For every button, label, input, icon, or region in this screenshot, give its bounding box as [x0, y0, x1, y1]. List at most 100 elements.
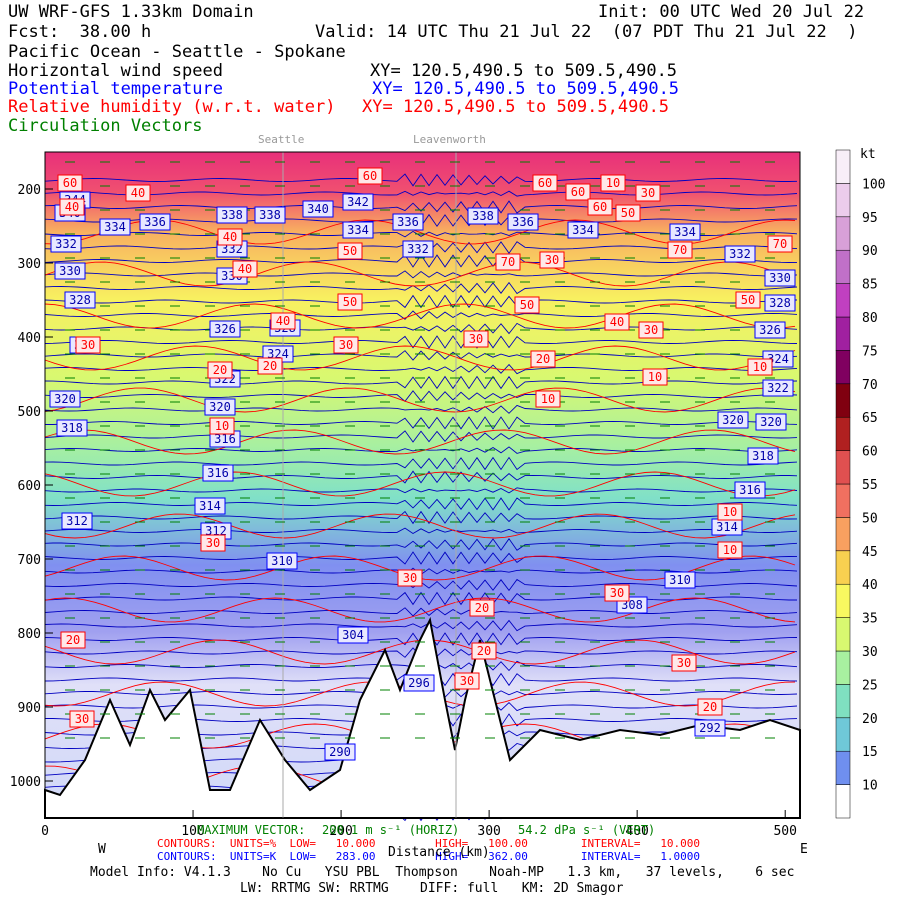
rh-label-text: 20: [536, 352, 550, 366]
theta-label: 332: [724, 245, 756, 263]
theta-label-box: [56, 419, 88, 437]
theta-contour: [44, 404, 798, 414]
theta-label-text: 330: [769, 271, 791, 285]
theta-contour-info: CONTOURS: UNITS=K LOW= 283.00 HIGH= 362.…: [157, 850, 701, 863]
theta-label: 320: [49, 390, 81, 408]
rh-label: 30: [638, 321, 664, 339]
colorbar-label: 35: [862, 612, 878, 627]
x-axis-label: Distance (km): [388, 845, 490, 860]
theta-label-text: 326: [759, 323, 781, 337]
theta-label: 334: [342, 221, 374, 239]
y-tick-label: 300: [18, 257, 41, 272]
colorbar-label: 75: [862, 344, 878, 359]
rh-label: 70: [495, 253, 521, 271]
rh-label: 20: [207, 361, 233, 379]
rh-label-text: 10: [648, 370, 662, 384]
colorbar-segment: [835, 249, 851, 284]
rh-contour-info: CONTOURS: UNITS=% LOW= 10.000 HIGH= 100.…: [157, 837, 701, 850]
plot-area: 3443403343363383383403423363383363343323…: [44, 152, 801, 822]
theta-label-box: [403, 674, 435, 692]
rh-label: 40: [59, 198, 85, 216]
rh-label-text: 60: [363, 169, 377, 183]
rh-label-box: [357, 167, 383, 185]
rh-label-box: [642, 368, 668, 386]
west-label: W: [98, 842, 106, 857]
theta-contour: [44, 390, 798, 402]
rh-label-box: [604, 584, 630, 602]
field-wind-xy: XY= 120.5,490.5 to 509.5,490.5: [370, 61, 678, 81]
maxvec-horiz: 200.1 m s⁻¹ (HORIZ): [322, 823, 460, 837]
theta-label: 316: [734, 481, 766, 499]
rh-label-text: 60: [593, 200, 607, 214]
rh-label-box: [697, 698, 723, 716]
theta-label-text: 334: [572, 223, 594, 237]
rh-label: 30: [397, 569, 423, 587]
theta-label-box: [324, 743, 356, 761]
rh-label-box: [454, 672, 480, 690]
theta-label: 290: [324, 743, 356, 761]
rh-label: 10: [747, 358, 773, 376]
theta-label-box: [209, 320, 241, 338]
theta-label-box: [139, 213, 171, 231]
rh-label: 60: [565, 183, 591, 201]
theta-label-text: 324: [767, 352, 789, 366]
colorbar-label: 65: [862, 411, 878, 426]
rh-label-box: [565, 183, 591, 201]
theta-contour: [44, 322, 798, 335]
rh-label-box: [717, 503, 743, 521]
rh-label-box: [671, 654, 697, 672]
x-tick-label: 0: [41, 824, 49, 839]
theta-label-text: 338: [221, 208, 243, 222]
colorbar-segment: [835, 216, 851, 251]
rh-label-text: 30: [469, 332, 483, 346]
y-tick-label: 600: [18, 479, 41, 494]
rh-label-text: 60: [571, 185, 585, 199]
theta-label: 314: [194, 497, 226, 515]
theta-label-box: [507, 213, 539, 231]
theta-label-text: 316: [214, 432, 236, 446]
theta-contour: [44, 510, 798, 525]
place-seattle: Seattle: [258, 133, 305, 146]
colorbar-label: 50: [862, 511, 878, 526]
rh-label: 50: [337, 293, 363, 311]
theta-label-box: [50, 235, 82, 253]
rh-contour: [44, 597, 796, 623]
theta-label: 328: [64, 291, 96, 309]
rh-label: 50: [615, 204, 641, 222]
theta-label: 334: [669, 223, 701, 241]
rh-label-text: 30: [644, 323, 658, 337]
theta-label-text: 304: [342, 628, 364, 642]
rh-label-box: [638, 321, 664, 339]
rh-label: 40: [125, 184, 151, 202]
rh-label: 10: [209, 417, 235, 435]
theta-label: 324: [762, 350, 794, 368]
theta-label: 316: [202, 464, 234, 482]
maxvec-label: MAXIMUM VECTOR:: [197, 823, 306, 837]
rh-label: 10: [600, 174, 626, 192]
colorbar-label: 60: [862, 445, 878, 460]
rh-label-text: 10: [753, 360, 767, 374]
theta-label-text: 328: [69, 293, 91, 307]
theta-label-text: 338: [259, 208, 281, 222]
theta-label-text: 328: [769, 296, 791, 310]
rh-label-text: 20: [475, 601, 489, 615]
theta-label-box: [724, 245, 756, 263]
theta-label: 336: [392, 213, 424, 231]
colorbar-segment: [835, 450, 851, 485]
rh-label-text: 40: [131, 186, 145, 200]
rh-label-text: 50: [621, 206, 635, 220]
rh-label-text: 10: [606, 176, 620, 190]
colorbar-label: 100: [862, 177, 885, 192]
theta-label-text: 336: [397, 215, 419, 229]
colorbar-label: 15: [862, 745, 878, 760]
theta-label: 304: [337, 626, 369, 644]
theta-label-box: [392, 213, 424, 231]
theta-label: 326: [754, 321, 786, 339]
theta-label-box: [204, 398, 236, 416]
theta-label-box: [669, 223, 701, 241]
rh-label-box: [207, 361, 233, 379]
rh-label-text: 30: [610, 586, 624, 600]
theta-label-box: [254, 206, 286, 224]
rh-label-text: 50: [343, 295, 357, 309]
rh-label-text: 30: [81, 338, 95, 352]
